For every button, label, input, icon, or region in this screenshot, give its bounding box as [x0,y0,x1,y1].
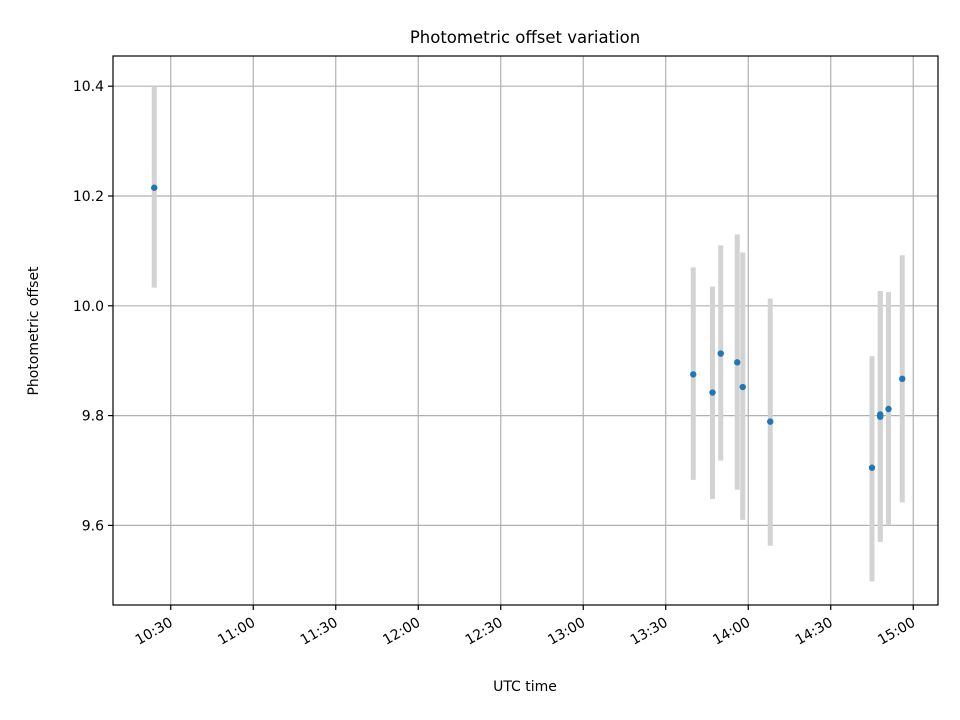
plot-frame [112,55,939,606]
x-tick-label: 14:00 [710,615,753,649]
data-point [767,418,774,425]
data-point [868,464,876,471]
y-tick-label: 10.2 [73,189,104,205]
data-point [739,383,746,391]
y-tick-label: 9.6 [82,518,104,534]
x-tick-label: 15:00 [875,615,918,649]
x-axis-ticks: 10:30 11:00 11:30 12:00 12:30 13:00 13:30 14:00… [133,605,918,649]
y-axis-label: Photometric offset [26,266,42,396]
data-point [717,350,724,357]
y-tick-label: 10.0 [73,299,104,315]
x-tick-label: 11:30 [298,615,341,649]
data-point [690,371,697,378]
x-tick-label: 13:00 [545,615,588,649]
y-axis-ticks: 9.6 9.8 10.0 10.2 10.4 [73,79,113,534]
error-bars [151,86,905,582]
data-points [151,184,906,471]
x-tick-label: 10:30 [133,615,176,649]
x-axis-label: UTC time [493,679,557,695]
data-point [151,184,158,191]
data-point [899,375,906,383]
x-tick-label: 12:00 [380,615,423,649]
data-point [709,389,716,396]
x-tick-label: 12:30 [463,615,506,649]
y-tick-label: 9.8 [82,409,104,425]
data-point [885,405,892,413]
data-point [734,359,741,366]
x-tick-label: 13:30 [628,615,671,649]
x-tick-label: 11:00 [215,615,258,649]
chart-title: Photometric offset variation [410,28,640,47]
x-tick-label: 14:30 [793,615,836,649]
data-point [877,413,884,420]
y-tick-label: 10.4 [73,79,104,95]
grid [113,56,938,605]
